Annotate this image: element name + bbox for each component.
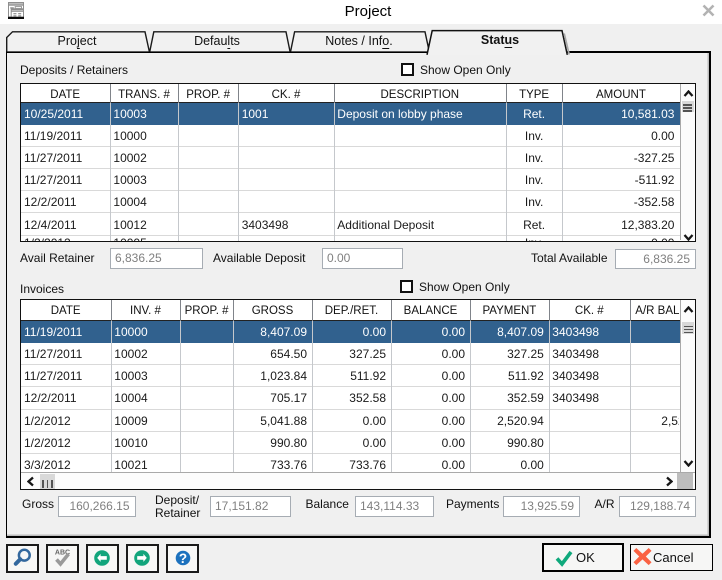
svg-text:ABC: ABC — [55, 550, 70, 557]
svg-text:?: ? — [179, 551, 187, 566]
